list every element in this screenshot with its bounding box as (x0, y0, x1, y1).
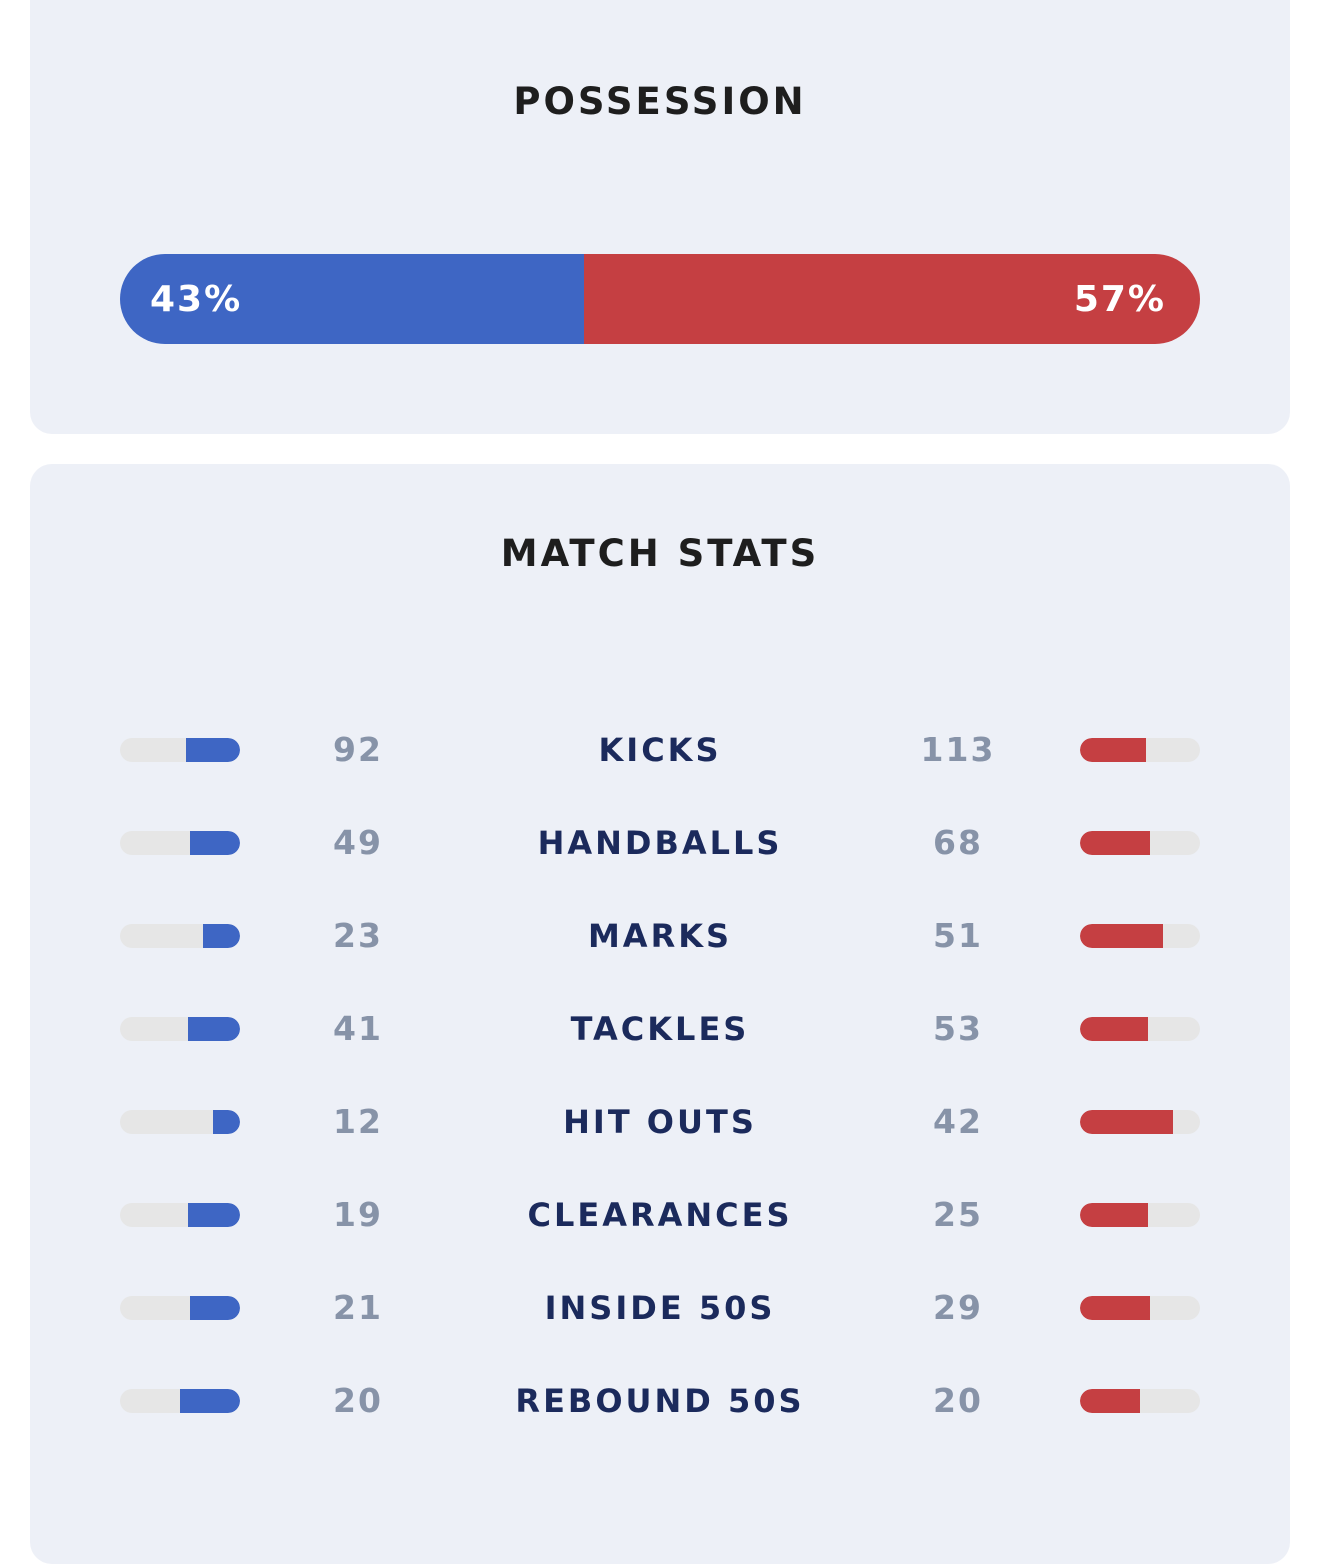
home-stat-value: 12 (333, 1102, 383, 1141)
home-stat-value: 19 (333, 1195, 383, 1234)
away-stat-bar (1080, 924, 1200, 948)
away-stat-bar (1080, 738, 1200, 762)
away-stat-bar (1080, 1296, 1200, 1320)
home-stat-bar (120, 1203, 240, 1227)
away-stat-fill (1080, 1017, 1148, 1041)
home-stat-bar (120, 831, 240, 855)
home-stat-value: 41 (333, 1009, 383, 1048)
away-stat-bar (1080, 831, 1200, 855)
home-stat-fill (213, 1110, 240, 1134)
stat-row: 23 MARKS 51 (30, 916, 1290, 956)
home-stat-bar (120, 1110, 240, 1134)
away-stat-fill (1080, 1110, 1174, 1134)
home-stat-bar (120, 738, 240, 762)
away-stat-bar (1080, 1017, 1200, 1041)
stat-label: MARKS (587, 917, 733, 955)
away-stat-value: 113 (920, 730, 996, 769)
home-stat-bar (120, 924, 240, 948)
stat-label: HIT OUTS (563, 1103, 757, 1141)
home-stat-fill (188, 1203, 240, 1227)
away-possession: 57% (584, 254, 1200, 344)
stat-label: REBOUND 50S (515, 1382, 805, 1420)
possession-title: POSSESSION (513, 80, 807, 123)
away-stat-fill (1080, 1389, 1140, 1413)
stat-row: 92 KICKS 113 (30, 730, 1290, 770)
home-stat-fill (189, 831, 240, 855)
stat-row: 21 INSIDE 50S 29 (30, 1288, 1290, 1328)
away-stat-fill (1080, 924, 1163, 948)
stat-label: CLEARANCES (527, 1196, 793, 1234)
home-possession: 43% (120, 254, 585, 344)
stat-label: HANDBALLS (537, 824, 783, 862)
away-stat-value: 29 (933, 1288, 983, 1327)
match-stats-title: MATCH STATS (500, 532, 820, 575)
possession-bar: 43% 57% (120, 254, 1200, 344)
stat-row: 19 CLEARANCES 25 (30, 1195, 1290, 1235)
away-stat-bar (1080, 1389, 1200, 1413)
home-stat-value: 49 (333, 823, 383, 862)
away-stat-value: 42 (933, 1102, 983, 1141)
home-stat-bar (120, 1296, 240, 1320)
stat-label: TACKLES (570, 1010, 750, 1048)
away-stat-value: 20 (933, 1381, 983, 1420)
match-stats-card: MATCH STATS 92 KICKS 113 49 HANDBALLS 68… (30, 464, 1290, 1564)
home-stat-value: 23 (333, 916, 383, 955)
home-stat-bar (120, 1389, 240, 1413)
stat-row: 12 HIT OUTS 42 (30, 1102, 1290, 1142)
away-stat-fill (1080, 1296, 1150, 1320)
away-stat-value: 68 (933, 823, 983, 862)
home-stat-fill (186, 738, 240, 762)
possession-card: POSSESSION 43% 57% (30, 0, 1290, 434)
away-stat-value: 51 (933, 916, 983, 955)
stat-label: KICKS (598, 731, 722, 769)
home-stat-fill (189, 1296, 240, 1320)
home-stat-value: 20 (333, 1381, 383, 1420)
away-stat-fill (1080, 738, 1147, 762)
away-stat-bar (1080, 1203, 1200, 1227)
home-stat-value: 21 (333, 1288, 383, 1327)
stat-row: 49 HANDBALLS 68 (30, 823, 1290, 863)
home-stat-bar (120, 1017, 240, 1041)
away-stat-bar (1080, 1110, 1200, 1134)
away-stat-fill (1080, 1203, 1149, 1227)
stat-label: INSIDE 50S (544, 1289, 776, 1327)
stat-row: 20 REBOUND 50S 20 (30, 1381, 1290, 1421)
home-stat-fill (180, 1389, 240, 1413)
away-stat-fill (1080, 831, 1150, 855)
stat-row: 41 TACKLES 53 (30, 1009, 1290, 1049)
away-stat-value: 25 (933, 1195, 983, 1234)
home-stat-fill (187, 1017, 240, 1041)
away-stat-value: 53 (933, 1009, 983, 1048)
home-stat-fill (202, 924, 240, 948)
home-stat-value: 92 (333, 730, 383, 769)
